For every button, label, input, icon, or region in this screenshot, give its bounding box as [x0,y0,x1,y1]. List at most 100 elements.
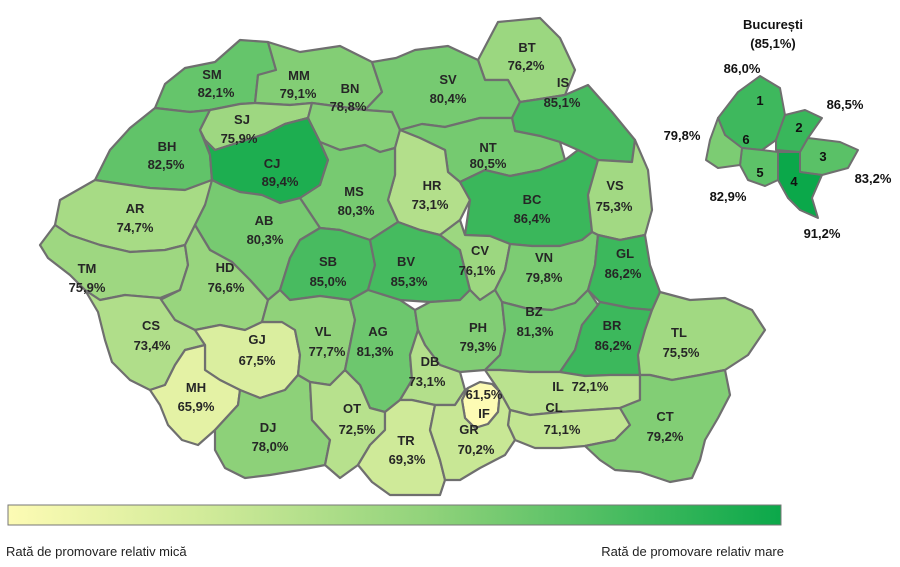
county-code-label: CV [471,243,489,258]
county-code-label: IF [478,406,490,421]
county-code-label: BV [397,254,415,269]
county-value-label: 80,3% [338,203,375,218]
sector-number-label: 6 [742,132,749,147]
county-code-label: SM [202,67,222,82]
county-code-label: DJ [260,420,277,435]
county-code-label: VS [606,178,624,193]
county-value-label: 89,4% [262,174,299,189]
county-code-label: OT [343,401,361,416]
county-value-label: 86,2% [605,266,642,281]
county-value-label: 81,3% [357,344,394,359]
legend-color-bar [7,504,782,526]
sector-number-label: 3 [819,149,826,164]
county-value-label: 78,0% [252,439,289,454]
county-value-label: 73,1% [412,197,449,212]
county-code-label: BN [341,81,360,96]
county-code-label: AG [368,324,388,339]
county-code-label: AR [126,201,145,216]
county-value-label: 80,5% [470,156,507,171]
county-value-label: 75,9% [221,131,258,146]
county-code-label: GR [459,422,479,437]
sector-number-label: 4 [790,174,798,189]
bucharest-sector-3 [799,137,859,176]
bucharest-inset: București (85,1%) 1 86,0% 2 86,5% 3 83,2% 4 91,… [664,17,892,241]
county-value-label: 76,6% [208,280,245,295]
county-code-label: TL [671,325,687,340]
bucharest-sectors-layer: 1 86,0% 2 86,5% 3 83,2% 4 91,2% 5 82,9% 6 79,8% [664,61,892,241]
county-value-label: 76,1% [459,263,496,278]
county-code-label: BR [603,318,622,333]
county-code-label: HD [216,260,235,275]
county-value-label: 80,3% [247,232,284,247]
county-value-label: 77,7% [309,344,346,359]
bucharest-title: București [743,17,803,32]
county-code-label: MS [344,184,364,199]
county-code-label: NT [479,140,496,155]
sector-value-label: 83,2% [855,171,892,186]
county-code-label: VL [315,324,332,339]
county-value-label: 79,8% [526,270,563,285]
county-code-label: TM [78,261,97,276]
sector-labels-layer: 1 86,0% 2 86,5% 3 83,2% 4 91,2% 5 82,9% 6 79,8% [664,61,892,241]
county-code-label: BC [523,192,542,207]
sector-value-label: 86,5% [827,97,864,112]
county-value-label: 79,3% [460,339,497,354]
county-code-label: SJ [234,112,250,127]
county-gr [428,386,517,482]
county-code-label: AB [255,213,274,228]
county-value-label: 72,1% [572,379,609,394]
county-code-label: TR [397,433,415,448]
county-value-label: 75,3% [596,199,633,214]
county-value-label: 75,9% [69,280,106,295]
county-code-label: SV [439,72,457,87]
county-ct [583,368,732,484]
county-value-label: 65,9% [178,399,215,414]
bucharest-sector-5 [739,147,779,187]
county-code-label: MH [186,380,206,395]
county-value-label: 75,5% [663,345,700,360]
county-value-label: 74,7% [117,220,154,235]
county-code-label: GL [616,246,634,261]
county-tl [636,290,767,382]
sector-number-label: 5 [756,165,763,180]
county-bh [93,106,214,192]
county-value-label: 61,5% [466,387,503,402]
county-code-label: GJ [248,332,265,347]
county-value-label: 85,1% [544,95,581,110]
legend-max-label: Rată de promovare relativ mare [601,544,784,559]
county-value-label: 73,1% [409,374,446,389]
county-value-label: 82,5% [148,157,185,172]
county-value-label: 72,5% [339,422,376,437]
county-code-label: MM [288,68,310,83]
county-value-label: 79,1% [280,86,317,101]
county-value-label: 85,3% [391,274,428,289]
county-value-label: 79,2% [647,429,684,444]
counties-layer: SM 82,1% MM 79,1% BT 76,2% SV 80,4% IS 85,1% BH 82,… [38,16,767,497]
county-code-label: BZ [525,304,542,319]
county-value-label: 69,3% [389,452,426,467]
county-value-label: 71,1% [544,422,581,437]
county-value-label: 67,5% [239,353,276,368]
sector-value-label: 91,2% [804,226,841,241]
bucharest-total: (85,1%) [750,36,796,51]
county-code-label: HR [423,178,442,193]
county-code-label: VN [535,250,553,265]
county-labels-layer: SM 82,1% MM 79,1% BT 76,2% SV 80,4% IS 85,1% BH 82,… [69,40,700,467]
county-code-label: CJ [264,156,281,171]
sector-value-label: 79,8% [664,128,701,143]
county-value-label: 86,4% [514,211,551,226]
county-value-label: 76,2% [508,58,545,73]
county-value-label: 78,8% [330,99,367,114]
county-code-label: PH [469,320,487,335]
county-code-label: DB [421,354,440,369]
county-code-label: IL [552,379,564,394]
county-code-label: IS [557,75,570,90]
county-code-label: BT [518,40,535,55]
sector-number-label: 1 [756,93,763,108]
county-code-label: BH [158,139,177,154]
county-value-label: 80,4% [430,91,467,106]
county-code-label: CT [656,409,673,424]
county-code-label: CS [142,318,160,333]
bucharest-sector-6 [705,117,743,169]
